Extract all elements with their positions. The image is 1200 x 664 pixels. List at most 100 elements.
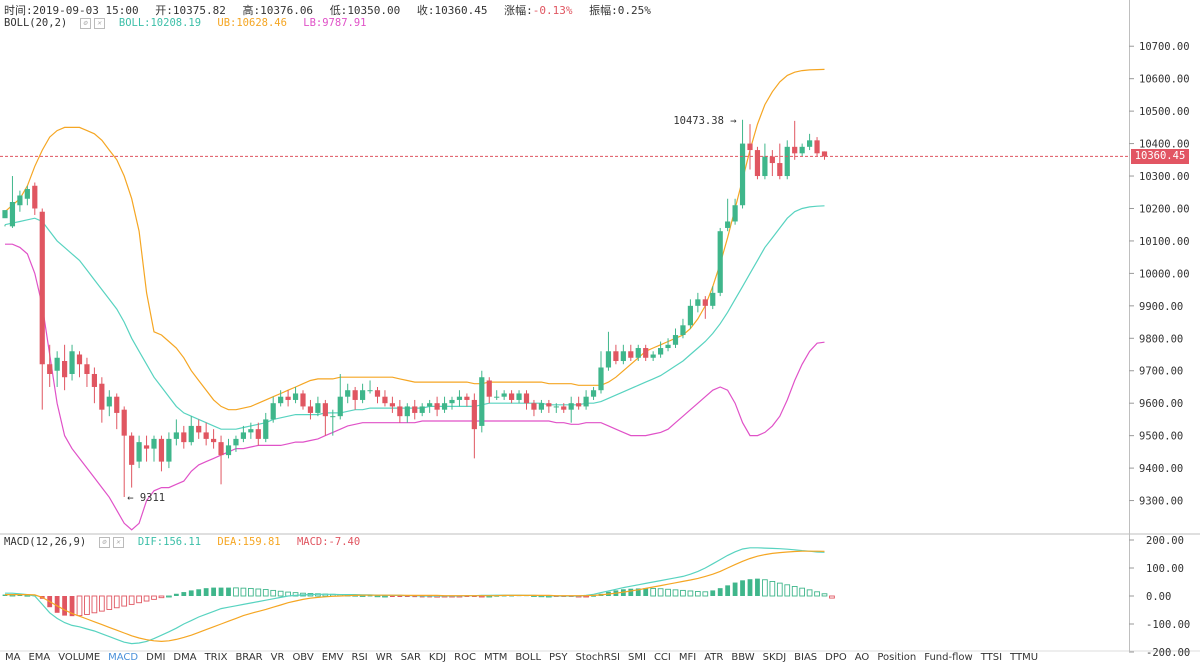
tab-rsi[interactable]: RSI xyxy=(351,652,368,663)
candle-body xyxy=(583,396,589,407)
tab-wr[interactable]: WR xyxy=(375,652,393,663)
macd-hist-bar xyxy=(218,587,224,596)
tab-skdj[interactable]: SKDJ xyxy=(762,652,787,663)
tab-sar[interactable]: SAR xyxy=(400,652,421,663)
macd-hist-bar xyxy=(255,588,262,597)
macd-hist-bar xyxy=(121,595,128,607)
candle-body xyxy=(523,393,530,404)
candle xyxy=(725,198,731,232)
settings-icon[interactable]: ⚙ xyxy=(79,17,91,29)
candle-body xyxy=(315,403,321,413)
candle xyxy=(278,390,284,407)
candle-body xyxy=(665,344,671,349)
candle xyxy=(471,393,477,459)
tab-psy[interactable]: PSY xyxy=(549,652,568,663)
candle-body xyxy=(635,348,641,358)
candle-body xyxy=(173,432,179,439)
candle xyxy=(650,351,656,362)
tab-smi[interactable]: SMI xyxy=(628,652,646,663)
tab-stochrsi[interactable]: StochRSI xyxy=(575,652,620,663)
price-tick-label: 10600.00 xyxy=(1139,74,1190,86)
tab-cci[interactable]: CCI xyxy=(653,652,671,663)
candle xyxy=(47,344,53,387)
candle-body xyxy=(561,406,567,410)
tab-emv[interactable]: EMV xyxy=(321,652,344,663)
tab-vr[interactable]: VR xyxy=(270,652,285,663)
candle-body xyxy=(300,393,306,407)
candle-body xyxy=(285,396,291,400)
candle xyxy=(523,390,530,410)
tab-mfi[interactable]: MFI xyxy=(678,652,697,663)
candle xyxy=(687,299,693,329)
candle xyxy=(717,227,723,297)
tab-ema[interactable]: EMA xyxy=(28,652,51,663)
macd-hist-bar xyxy=(427,596,433,598)
candle xyxy=(181,425,187,449)
candle-body xyxy=(486,380,492,397)
candle-body xyxy=(516,393,522,400)
macd-hist-bar xyxy=(54,596,60,613)
macd-hist-bar xyxy=(814,591,820,597)
close-icon[interactable]: ✕ xyxy=(112,536,124,548)
candle xyxy=(397,399,403,423)
macd-hist-bar xyxy=(84,595,90,615)
tab-ao[interactable]: AO xyxy=(854,652,870,663)
candle-body xyxy=(196,425,202,433)
macd-hist-bar xyxy=(725,585,731,596)
candle xyxy=(479,370,485,433)
tab-dmi[interactable]: DMI xyxy=(146,652,166,663)
candle xyxy=(218,435,224,485)
macd-hist-bar xyxy=(657,588,664,597)
boll-mid-value: BOLL:10208.19 xyxy=(118,17,202,29)
macd-tick-label: 0.00 xyxy=(1146,591,1171,603)
macd-hist-bar xyxy=(17,594,23,596)
tab-fund-flow[interactable]: Fund-flow xyxy=(924,652,973,663)
tab-ttmu[interactable]: TTMU xyxy=(1010,652,1039,663)
tab-brar[interactable]: BRAR xyxy=(235,652,263,663)
tab-volume[interactable]: VOLUME xyxy=(58,652,101,663)
candle-body xyxy=(389,403,395,407)
tab-position[interactable]: Position xyxy=(877,652,917,663)
candle-body xyxy=(24,189,30,199)
tab-roc[interactable]: ROC xyxy=(454,652,476,663)
tab-kdj[interactable]: KDJ xyxy=(428,652,447,663)
candle-body xyxy=(590,390,597,397)
candle xyxy=(695,292,701,313)
candle xyxy=(494,390,500,400)
macd-tick-label: -200.00 xyxy=(1146,647,1190,659)
candle xyxy=(91,367,97,404)
macd-hist-bar xyxy=(98,595,105,612)
price-tick-label: 10400.00 xyxy=(1139,139,1190,151)
candle-body xyxy=(248,429,254,433)
candle-body xyxy=(784,146,790,177)
close-icon[interactable]: ✕ xyxy=(93,17,105,29)
candle-body xyxy=(687,305,693,326)
tab-mtm[interactable]: MTM xyxy=(483,652,508,663)
amplitude-label: 振幅: xyxy=(589,4,618,17)
tab-macd[interactable]: MACD xyxy=(108,652,139,663)
macd-hist-bar xyxy=(188,590,194,596)
candle xyxy=(151,435,157,462)
tab-bbw[interactable]: BBW xyxy=(731,652,755,663)
tab-bias[interactable]: BIAS xyxy=(794,652,818,663)
macd-hist-bar xyxy=(687,590,694,597)
macd-hist-bar xyxy=(591,595,596,597)
tab-obv[interactable]: OBV xyxy=(292,652,314,663)
macd-hist-bar xyxy=(158,595,165,599)
tab-boll[interactable]: BOLL xyxy=(515,652,542,663)
candle xyxy=(337,373,343,420)
candle xyxy=(76,351,83,378)
candle xyxy=(360,383,366,404)
time-value: 2019-09-03 15:00 xyxy=(32,4,139,17)
tab-trix[interactable]: TRIX xyxy=(204,652,228,663)
tab-atr[interactable]: ATR xyxy=(704,652,724,663)
tab-ttsi[interactable]: TTSI xyxy=(980,652,1003,663)
settings-icon[interactable]: ⚙ xyxy=(98,536,110,548)
candle-body xyxy=(203,432,209,439)
tab-ma[interactable]: MA xyxy=(5,652,21,663)
macd-hist-bar xyxy=(374,595,381,598)
tab-dma[interactable]: DMA xyxy=(173,652,197,663)
boll-ub-value: UB:10628.46 xyxy=(217,17,287,29)
tab-dpo[interactable]: DPO xyxy=(825,652,847,663)
